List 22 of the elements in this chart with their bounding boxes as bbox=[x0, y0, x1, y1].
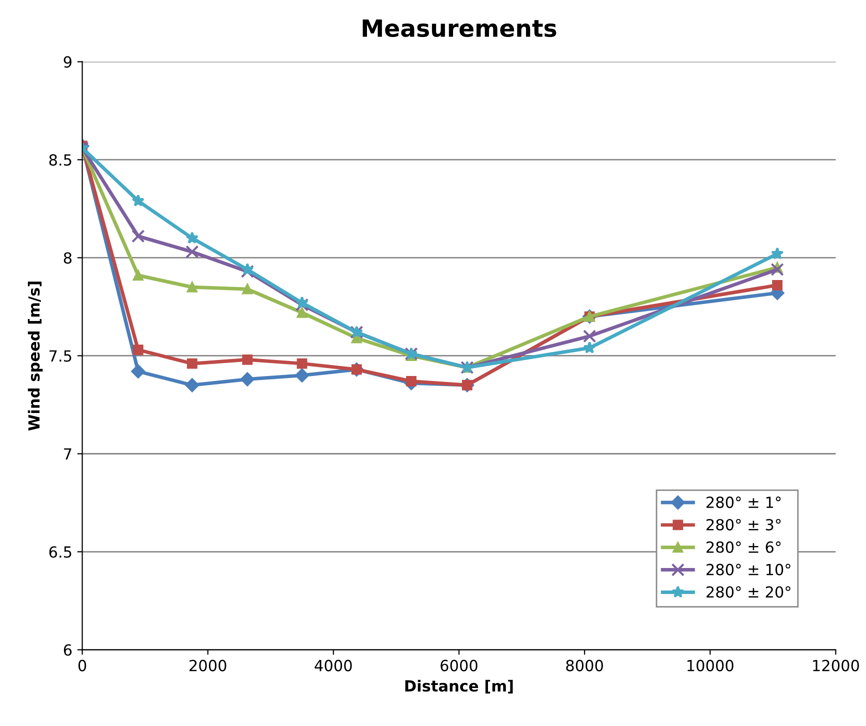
legend-label: 280° ± 1° bbox=[706, 496, 781, 508]
legend-label: 280° ± 10° bbox=[706, 564, 790, 576]
x-axis-title: Distance [m] bbox=[405, 680, 513, 694]
x-tick-label: 4000 bbox=[314, 660, 352, 672]
y-tick-label: 8 bbox=[64, 252, 72, 264]
y-tick-label: 9 bbox=[64, 56, 72, 68]
chart-title: Measurements bbox=[362, 19, 556, 38]
y-tick-label: 7.5 bbox=[50, 350, 72, 362]
legend-label: 280° ± 6° bbox=[706, 541, 781, 553]
x-tick-label: 10000 bbox=[687, 660, 734, 672]
y-tick-label: 8.5 bbox=[49, 154, 72, 166]
x-tick-label: 8000 bbox=[566, 660, 603, 672]
legend-label: 280° ± 3° bbox=[706, 518, 781, 530]
legend-label: 280° ± 20° bbox=[706, 586, 790, 598]
y-tick-label: 6 bbox=[64, 644, 72, 656]
x-tick-label: 0 bbox=[78, 660, 86, 672]
x-tick-label: 2000 bbox=[190, 660, 226, 672]
x-tick-label: 12000 bbox=[813, 660, 859, 672]
y-tick-label: 7 bbox=[64, 448, 72, 460]
x-tick-label: 6000 bbox=[440, 660, 478, 672]
y-tick-label: 6.5 bbox=[49, 546, 72, 558]
y-axis-title: Wind speed [m/s] bbox=[28, 282, 43, 431]
